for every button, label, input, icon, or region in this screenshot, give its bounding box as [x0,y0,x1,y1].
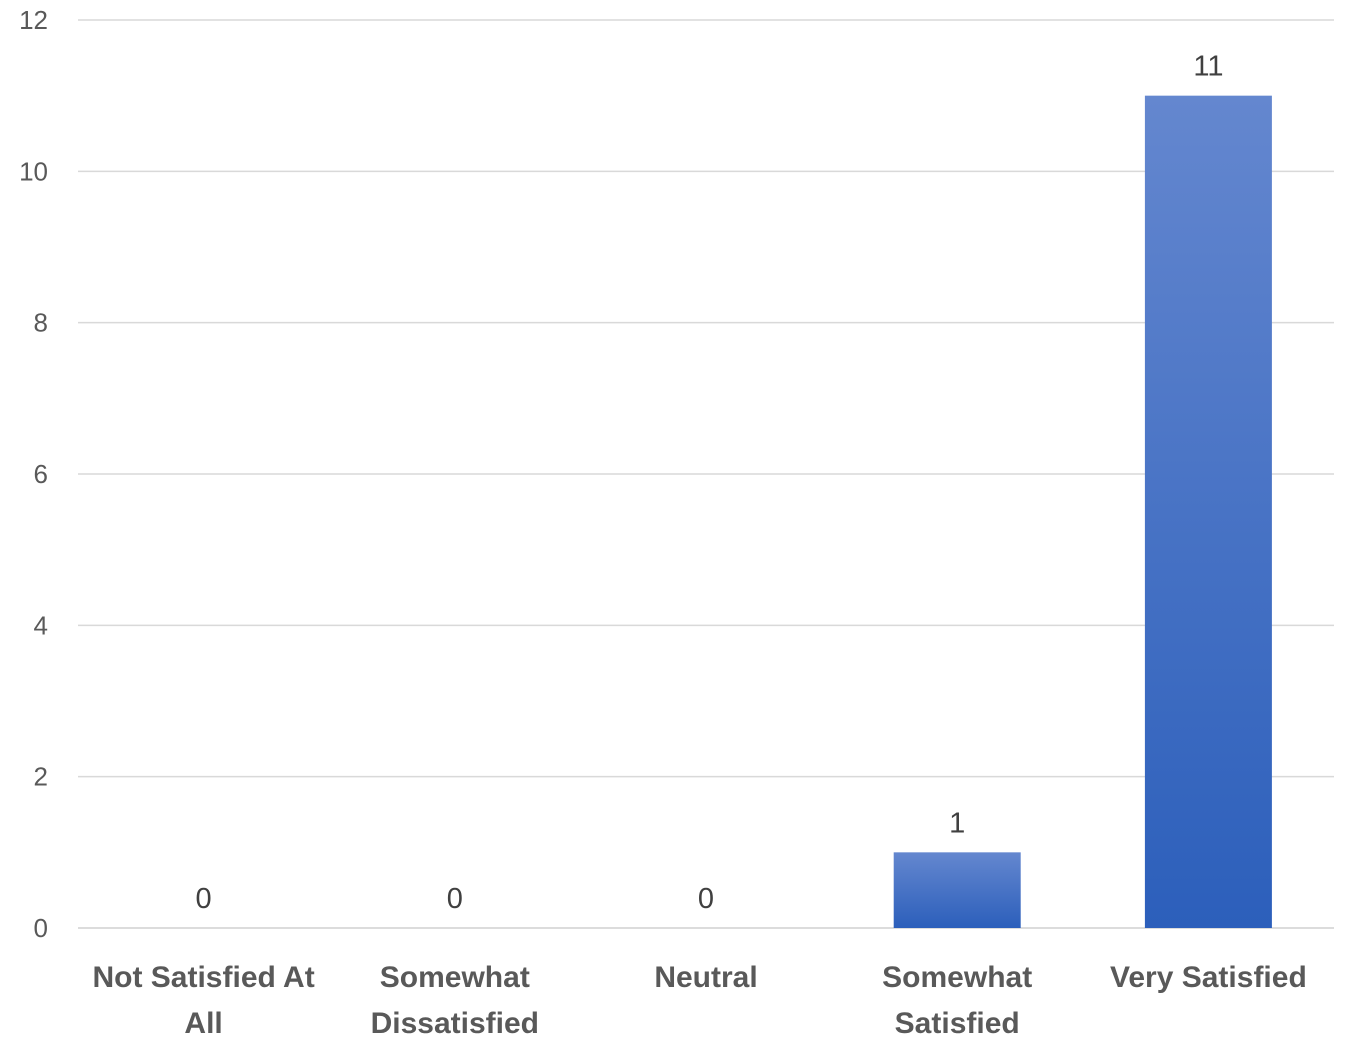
bars [893,95,1272,928]
data-label: 11 [1193,51,1223,83]
data-label: 1 [949,807,965,839]
x-tick-label: Neutral [654,961,757,994]
y-tick-label: 2 [34,762,48,792]
data-label: 0 [698,883,714,915]
gridlines [78,19,1334,929]
x-tick-label: Somewhat [380,961,530,994]
y-tick-label: 10 [19,156,48,186]
x-tick-label: Very Satisfied [1110,961,1307,994]
y-tick-label: 12 [19,5,48,35]
x-tick-label: Somewhat [882,961,1032,994]
bar [1144,95,1272,928]
y-tick-label: 8 [34,308,48,338]
x-tick-label: Dissatisfied [371,1007,539,1038]
data-label: 0 [447,883,463,915]
y-tick-label: 4 [34,610,48,640]
y-tick-label: 6 [34,459,48,489]
y-tick-label: 0 [34,913,48,943]
x-tick-label: Not Satisfied At [92,961,314,994]
y-axis-ticks: 0 2 4 6 8 10 12 [19,5,48,943]
x-axis-labels: Not Satisfied At All Somewhat Dissatisfied N… [92,961,1306,1038]
data-label: 0 [196,883,212,915]
x-tick-label: Satisfied [895,1007,1020,1038]
x-tick-label: All [184,1007,222,1038]
bar [893,852,1021,928]
